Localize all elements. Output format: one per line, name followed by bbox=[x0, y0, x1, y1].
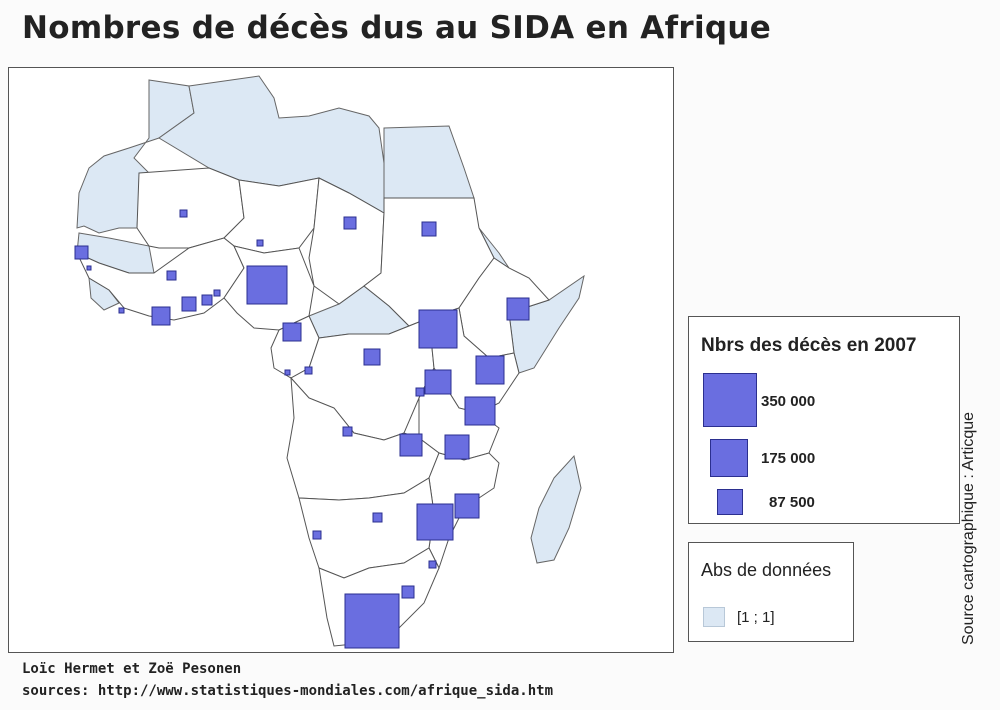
symbol-namibia bbox=[312, 530, 322, 540]
symbol-rwanda-burundi bbox=[424, 369, 452, 395]
symbol-cameroon bbox=[282, 322, 302, 342]
map-title: Nombres de décès dus au SIDA en Afrique bbox=[22, 10, 772, 46]
symbol-gabon bbox=[304, 366, 313, 375]
symbol-botswana bbox=[372, 512, 383, 523]
symbol-zambia bbox=[399, 433, 423, 457]
symbol-lesotho bbox=[401, 585, 415, 599]
symbol-south-africa bbox=[344, 593, 400, 649]
legend-symbol-medium bbox=[710, 439, 748, 477]
no-data-range: [1 ; 1] bbox=[737, 609, 775, 626]
symbol-cote-divoire bbox=[151, 306, 171, 326]
sources-line: sources: http://www.statistiques-mondial… bbox=[22, 683, 554, 699]
africa-map bbox=[74, 75, 585, 649]
symbol-drc bbox=[363, 348, 381, 366]
legend-symbol-large bbox=[703, 373, 757, 427]
symbol-ghana bbox=[181, 296, 197, 312]
symbol-ethiopia bbox=[506, 297, 530, 321]
legend-title: Nbrs des décès en 2007 bbox=[701, 335, 917, 356]
symbol-niger bbox=[179, 209, 188, 218]
symbol-mozambique bbox=[454, 493, 480, 519]
symbol-togo bbox=[256, 239, 264, 247]
symbol-benin bbox=[213, 289, 221, 297]
symbol-gambia bbox=[86, 265, 92, 271]
symbol-burkina bbox=[201, 294, 213, 306]
legend-label-large: 350 000 bbox=[761, 393, 816, 410]
symbol-mali bbox=[166, 270, 177, 281]
country-chad bbox=[308, 177, 385, 305]
no-data-swatch bbox=[703, 607, 725, 627]
symbol-senegal bbox=[74, 245, 89, 260]
no-data-legend: Abs de données [1 ; 1] bbox=[688, 542, 854, 642]
no-data-countries bbox=[76, 75, 585, 564]
country-madagascar bbox=[530, 454, 582, 564]
symbol-malawi bbox=[444, 434, 470, 460]
authors: Loïc Hermet et Zoë Pesonen bbox=[22, 661, 242, 677]
symbol-zimbabwe bbox=[416, 503, 454, 541]
cartographic-source: Source cartographique : Articque bbox=[960, 411, 977, 645]
symbol-swaziland bbox=[428, 560, 437, 569]
countries bbox=[75, 167, 550, 647]
symbol-uganda bbox=[418, 309, 458, 349]
legend-symbol-small bbox=[717, 489, 743, 515]
map-frame bbox=[8, 67, 674, 653]
symbol-sudan bbox=[421, 221, 437, 237]
legend-label-medium: 175 000 bbox=[761, 450, 816, 467]
symbol-chad bbox=[343, 216, 357, 230]
no-data-title: Abs de données bbox=[701, 560, 832, 580]
symbol-tanzania bbox=[464, 396, 496, 426]
country-egypt bbox=[383, 125, 475, 199]
legend: Nbrs des décès en 2007 350 000 175 000 8… bbox=[688, 316, 960, 524]
symbol-kenya bbox=[475, 355, 505, 385]
symbol-guinea bbox=[118, 307, 125, 314]
death-symbols bbox=[74, 209, 530, 649]
symbol-burundi bbox=[415, 387, 425, 397]
symbol-nigeria bbox=[246, 265, 288, 305]
symbol-congo bbox=[284, 369, 291, 376]
legend-label-small: 87 500 bbox=[769, 494, 815, 511]
symbol-angola bbox=[342, 426, 353, 437]
